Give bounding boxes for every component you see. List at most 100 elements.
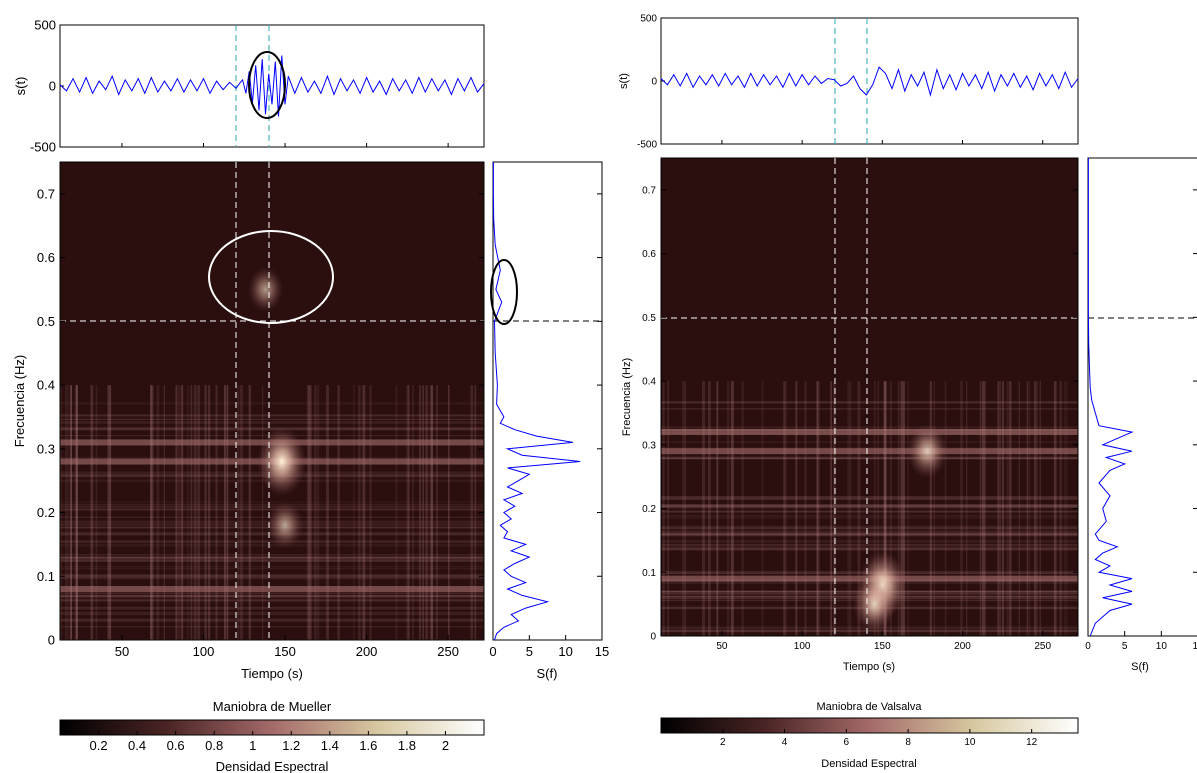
left-spectrogram-axes bbox=[59, 161, 485, 641]
left-spectrum-series bbox=[492, 162, 581, 641]
right-spectrogram-ytick-label-0.3: 0.3 bbox=[642, 440, 656, 451]
right-spectrogram-ytick-label-0: 0 bbox=[650, 632, 656, 643]
left-signal-ytick-label-0: 0 bbox=[49, 79, 56, 94]
left-spectrogram-xtick-label-250: 250 bbox=[437, 644, 459, 659]
left-colorbar-tick-label-1.6: 1.6 bbox=[359, 738, 377, 753]
right-spectrum-panel: 0 5 10 15 S(f) bbox=[1085, 157, 1197, 673]
left-colorbar-ticks: 0.2 0.4 0.6 0.8 1 1.2 1.4 1.6 1.8 2 bbox=[90, 731, 449, 753]
right-spectrogram-ytick-label-0.7: 0.7 bbox=[642, 185, 656, 196]
left-hotspot-2 bbox=[267, 502, 304, 549]
right-spectrum-series bbox=[1087, 158, 1134, 637]
right-colorbar-tick-label-4: 4 bbox=[782, 737, 788, 748]
left-spectrogram-panel: 50 100 150 200 250 0 0.1 0.2 0.3 0.4 0.5 0.6 0.7 Tie… bbox=[12, 161, 485, 681]
right-spectrogram-xtick-label-100: 100 bbox=[794, 641, 811, 652]
right-signal-ytick-label--500: -500 bbox=[637, 140, 657, 151]
right-spectrum-xlabel: S(f) bbox=[1131, 661, 1149, 673]
right-signal-ylabel: s(t) bbox=[618, 73, 630, 89]
left-signal-ylabel: s(t) bbox=[13, 77, 28, 96]
left-signal-ytick-label--500: -500 bbox=[30, 140, 56, 155]
left-spectrum-xtick-label-0: 0 bbox=[489, 644, 496, 659]
right-spectrogram-xtick-label-200: 200 bbox=[954, 641, 971, 652]
left-hotspot-0 bbox=[247, 267, 283, 312]
left-colorbar-tick-label-0.6: 0.6 bbox=[167, 738, 185, 753]
left-signal-ytick-label-500: 500 bbox=[34, 18, 56, 33]
right-spectrum-xtick-label-5: 5 bbox=[1122, 641, 1128, 652]
right-colorbar-bar bbox=[660, 717, 1079, 734]
right-spectrogram-xtick-label-250: 250 bbox=[1034, 641, 1051, 652]
right-spectrogram-ytick-label-0.4: 0.4 bbox=[642, 377, 656, 388]
right-signal-ytick-label-500: 500 bbox=[640, 14, 657, 25]
left-spectrum-xtick-label-15: 15 bbox=[595, 644, 609, 659]
left-colorbar-tick-label-0.2: 0.2 bbox=[90, 738, 108, 753]
right-spectrogram-ytick-label-0.6: 0.6 bbox=[642, 249, 656, 260]
left-colorbar-tick-label-1.8: 1.8 bbox=[398, 738, 416, 753]
left-spectrogram-xtick-label-200: 200 bbox=[356, 644, 378, 659]
right-colorbar: Maniobra de Valsalva 2 4 6 8 10 12 Densidad E… bbox=[660, 701, 1079, 770]
right-colorbar-tick-label-8: 8 bbox=[905, 737, 911, 748]
left-figure-title: Maniobra de Mueller bbox=[213, 699, 332, 714]
right-spectrum-xtick-label-10: 10 bbox=[1156, 641, 1168, 652]
left-spectrum-ticks: 0 5 10 15 bbox=[489, 193, 609, 659]
left-spectrogram-hotspots bbox=[247, 267, 306, 549]
right-signal-yticks: -500 0 500 bbox=[637, 14, 1044, 151]
right-spectrogram-panel: 50 100 150 200 250 0 0.1 0.2 0.3 0.4 0.5 0.6 0.7 Tie… bbox=[621, 157, 1079, 673]
right-figure-title: Maniobra de Valsalva bbox=[817, 701, 923, 713]
left-colorbar-bar bbox=[59, 719, 485, 736]
right-signal-series bbox=[660, 66, 1079, 97]
right-colorbar-tick-label-10: 10 bbox=[964, 737, 976, 748]
left-colorbar-label: Densidad Espectral bbox=[216, 759, 329, 773]
left-signal-series bbox=[59, 55, 485, 117]
left-spectrogram-ytick-label-0.1: 0.1 bbox=[37, 569, 55, 584]
right-spectrogram-ytick-label-0.2: 0.2 bbox=[642, 504, 656, 515]
left-signal-panel: -500 0 500 s(t) bbox=[13, 18, 485, 155]
left-spectrogram-annotation-ellipse bbox=[208, 230, 334, 324]
left-colorbar: Maniobra de Mueller 0.2 0.4 0.6 0.8 1 1.2 1.4 1… bbox=[59, 699, 485, 773]
left-spectrogram-ytick-label-0.4: 0.4 bbox=[37, 378, 55, 393]
left-colorbar-tick-label-1: 1 bbox=[249, 738, 256, 753]
left-spectrum-panel: 0 5 10 15 S(f) bbox=[489, 161, 609, 681]
right-colorbar-tick-label-12: 12 bbox=[1026, 737, 1038, 748]
right-colorbar-tick-label-6: 6 bbox=[844, 737, 850, 748]
left-spectrogram-ylabel: Frecuencia (Hz) bbox=[12, 355, 27, 447]
left-spectrogram-xtick-label-50: 50 bbox=[115, 644, 129, 659]
left-spectrogram-background bbox=[60, 162, 484, 640]
right-spectrogram-ytick-label-0.5: 0.5 bbox=[642, 313, 656, 324]
right-signal-ytick-label-0: 0 bbox=[651, 77, 657, 88]
left-colorbar-tick-label-0.4: 0.4 bbox=[128, 738, 146, 753]
left-spectrum-axes bbox=[492, 161, 603, 641]
left-colorbar-tick-label-1.2: 1.2 bbox=[282, 738, 300, 753]
left-spectrogram-ytick-label-0.5: 0.5 bbox=[37, 314, 55, 329]
right-spectrum-axes bbox=[1087, 157, 1197, 637]
right-spectrogram-ylabel: Frecuencia (Hz) bbox=[621, 358, 633, 436]
right-spectrogram-xlabel: Tiempo (s) bbox=[843, 661, 895, 673]
left-colorbar-tick-label-1.4: 1.4 bbox=[321, 738, 339, 753]
right-spectrogram-xtick-label-50: 50 bbox=[716, 641, 728, 652]
left-spectrum-xlabel: S(f) bbox=[537, 666, 558, 681]
right-signal-axes bbox=[660, 17, 1079, 145]
right-hotspot-1 bbox=[907, 424, 948, 478]
left-spectrum-xtick-label-5: 5 bbox=[526, 644, 533, 659]
right-spectrogram-hotspots bbox=[853, 424, 948, 633]
left-spectrogram-xlabel: Tiempo (s) bbox=[241, 666, 303, 681]
right-spectrum-ticks: 0 5 10 15 bbox=[1085, 189, 1197, 652]
right-signal-panel: -500 0 500 s(t) bbox=[618, 14, 1079, 151]
left-signal-annotation-ellipse bbox=[248, 51, 286, 119]
left-spectrogram-ytick-label-0.2: 0.2 bbox=[37, 505, 55, 520]
right-spectrogram-axes bbox=[660, 157, 1079, 637]
left-spectrogram-ytick-label-0: 0 bbox=[48, 633, 55, 648]
left-spectrogram-xtick-label-100: 100 bbox=[193, 644, 215, 659]
right-spectrum-xtick-label-0: 0 bbox=[1085, 641, 1091, 652]
right-spectrogram-ticks: 50 100 150 200 250 0 0.1 0.2 0.3 0.4 0.5 0.6 0.7 bbox=[642, 185, 1078, 652]
left-spectrogram-ticks: 50 100 150 200 250 0 0.1 0.2 0.3 0.4 0.5 0.6 0.7 bbox=[37, 186, 484, 659]
left-colorbar-tick-label-0.8: 0.8 bbox=[205, 738, 223, 753]
left-spectrogram-ytick-label-0.6: 0.6 bbox=[37, 250, 55, 265]
left-signal-yticks: -500 0 500 bbox=[30, 18, 449, 155]
left-band-2 bbox=[60, 586, 484, 593]
left-spectrum-annotation-ellipse bbox=[490, 259, 518, 325]
left-colorbar-tick-label-2: 2 bbox=[442, 738, 449, 753]
right-spectrogram-xtick-label-150: 150 bbox=[874, 641, 891, 652]
left-signal-axes bbox=[59, 24, 485, 148]
left-spectrogram-xtick-label-150: 150 bbox=[274, 644, 296, 659]
right-colorbar-ticks: 2 4 6 8 10 12 bbox=[720, 729, 1038, 748]
